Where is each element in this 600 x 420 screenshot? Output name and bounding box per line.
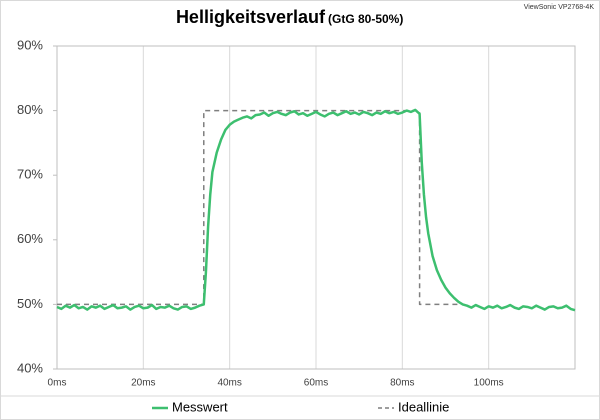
y-tick-label: 90% — [17, 37, 43, 52]
y-tick-label: 80% — [17, 102, 43, 117]
chart-title: Helligkeitsverlauf — [176, 7, 326, 27]
legend-label: Ideallinie — [398, 399, 449, 414]
x-tick-label: 40ms — [217, 378, 241, 389]
y-tick-label: 40% — [17, 360, 43, 375]
series-line — [56, 108, 576, 312]
plot-frame — [56, 45, 576, 370]
series-line — [57, 109, 459, 306]
x-tick-label: 20ms — [131, 378, 155, 389]
x-tick-label: 100ms — [474, 378, 504, 389]
x-tick-label: 0ms — [48, 378, 67, 389]
watermark: ViewSonic VP2768-4K — [524, 4, 595, 11]
y-tick-label: 70% — [17, 167, 43, 182]
y-tick-label: 50% — [17, 296, 43, 311]
x-tick-label: 60ms — [304, 378, 328, 389]
x-tick-label: 80ms — [390, 378, 414, 389]
legend-label: Messwert — [172, 399, 228, 414]
y-tick-label: 60% — [17, 231, 43, 246]
chart-subtitle: (GtG 80-50%) — [328, 12, 403, 26]
